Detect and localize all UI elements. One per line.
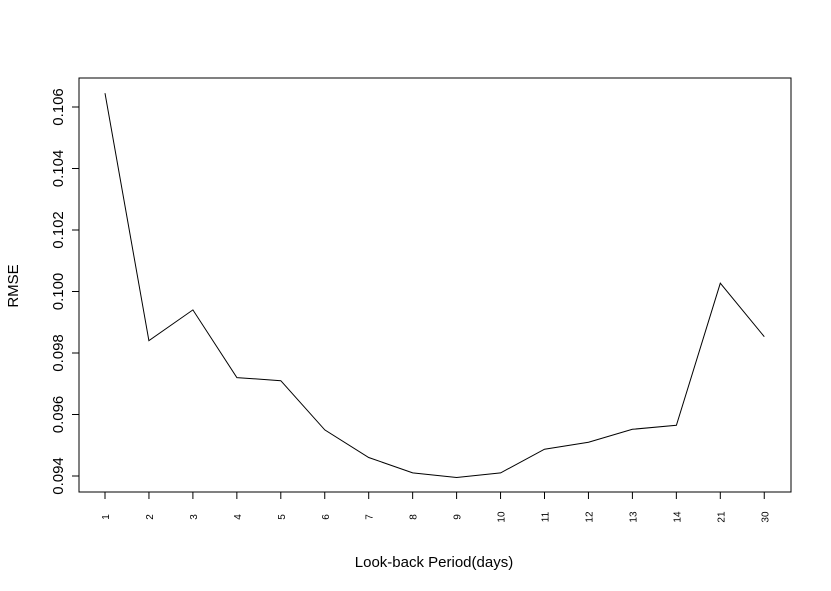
x-tick-label: 6	[321, 514, 332, 520]
x-tick-label: 3	[189, 514, 200, 520]
x-tick-label: 21	[716, 511, 727, 523]
y-tick-label: 0.096	[50, 396, 67, 434]
x-tick-label: 1	[101, 514, 112, 520]
x-tick-label: 5	[277, 514, 288, 520]
plot-frame	[78, 77, 792, 493]
x-tick-label: 13	[628, 511, 639, 523]
y-tick-label: 0.102	[50, 211, 67, 249]
x-axis-ticks: 1 2 3 4 5 6 7 8 9 10 11 12 13 14 21 30	[101, 492, 771, 523]
x-axis-title: Look-back Period(days)	[355, 554, 513, 571]
y-tick-label: 0.106	[50, 88, 67, 126]
y-tick-label: 0.098	[50, 334, 67, 372]
x-tick-label: 7	[365, 514, 376, 520]
y-axis-ticks: 0.094 0.096 0.098 0.100 0.102 0.104 0.106	[50, 88, 79, 495]
x-tick-label: 11	[541, 511, 552, 522]
x-tick-label: 4	[233, 514, 244, 520]
x-tick-label: 10	[497, 511, 508, 523]
y-tick-label: 0.094	[50, 457, 67, 495]
y-axis-title: RMSE	[5, 264, 22, 307]
y-tick-label: 0.104	[50, 150, 67, 188]
rmse-series-line	[104, 93, 765, 479]
x-tick-label: 12	[584, 511, 595, 523]
x-tick-label: 2	[145, 514, 156, 520]
x-tick-label: 30	[760, 511, 771, 523]
x-tick-label: 9	[453, 514, 464, 520]
y-tick-label: 0.100	[50, 273, 67, 311]
x-tick-label: 14	[672, 511, 683, 523]
x-tick-label: 8	[409, 514, 420, 520]
